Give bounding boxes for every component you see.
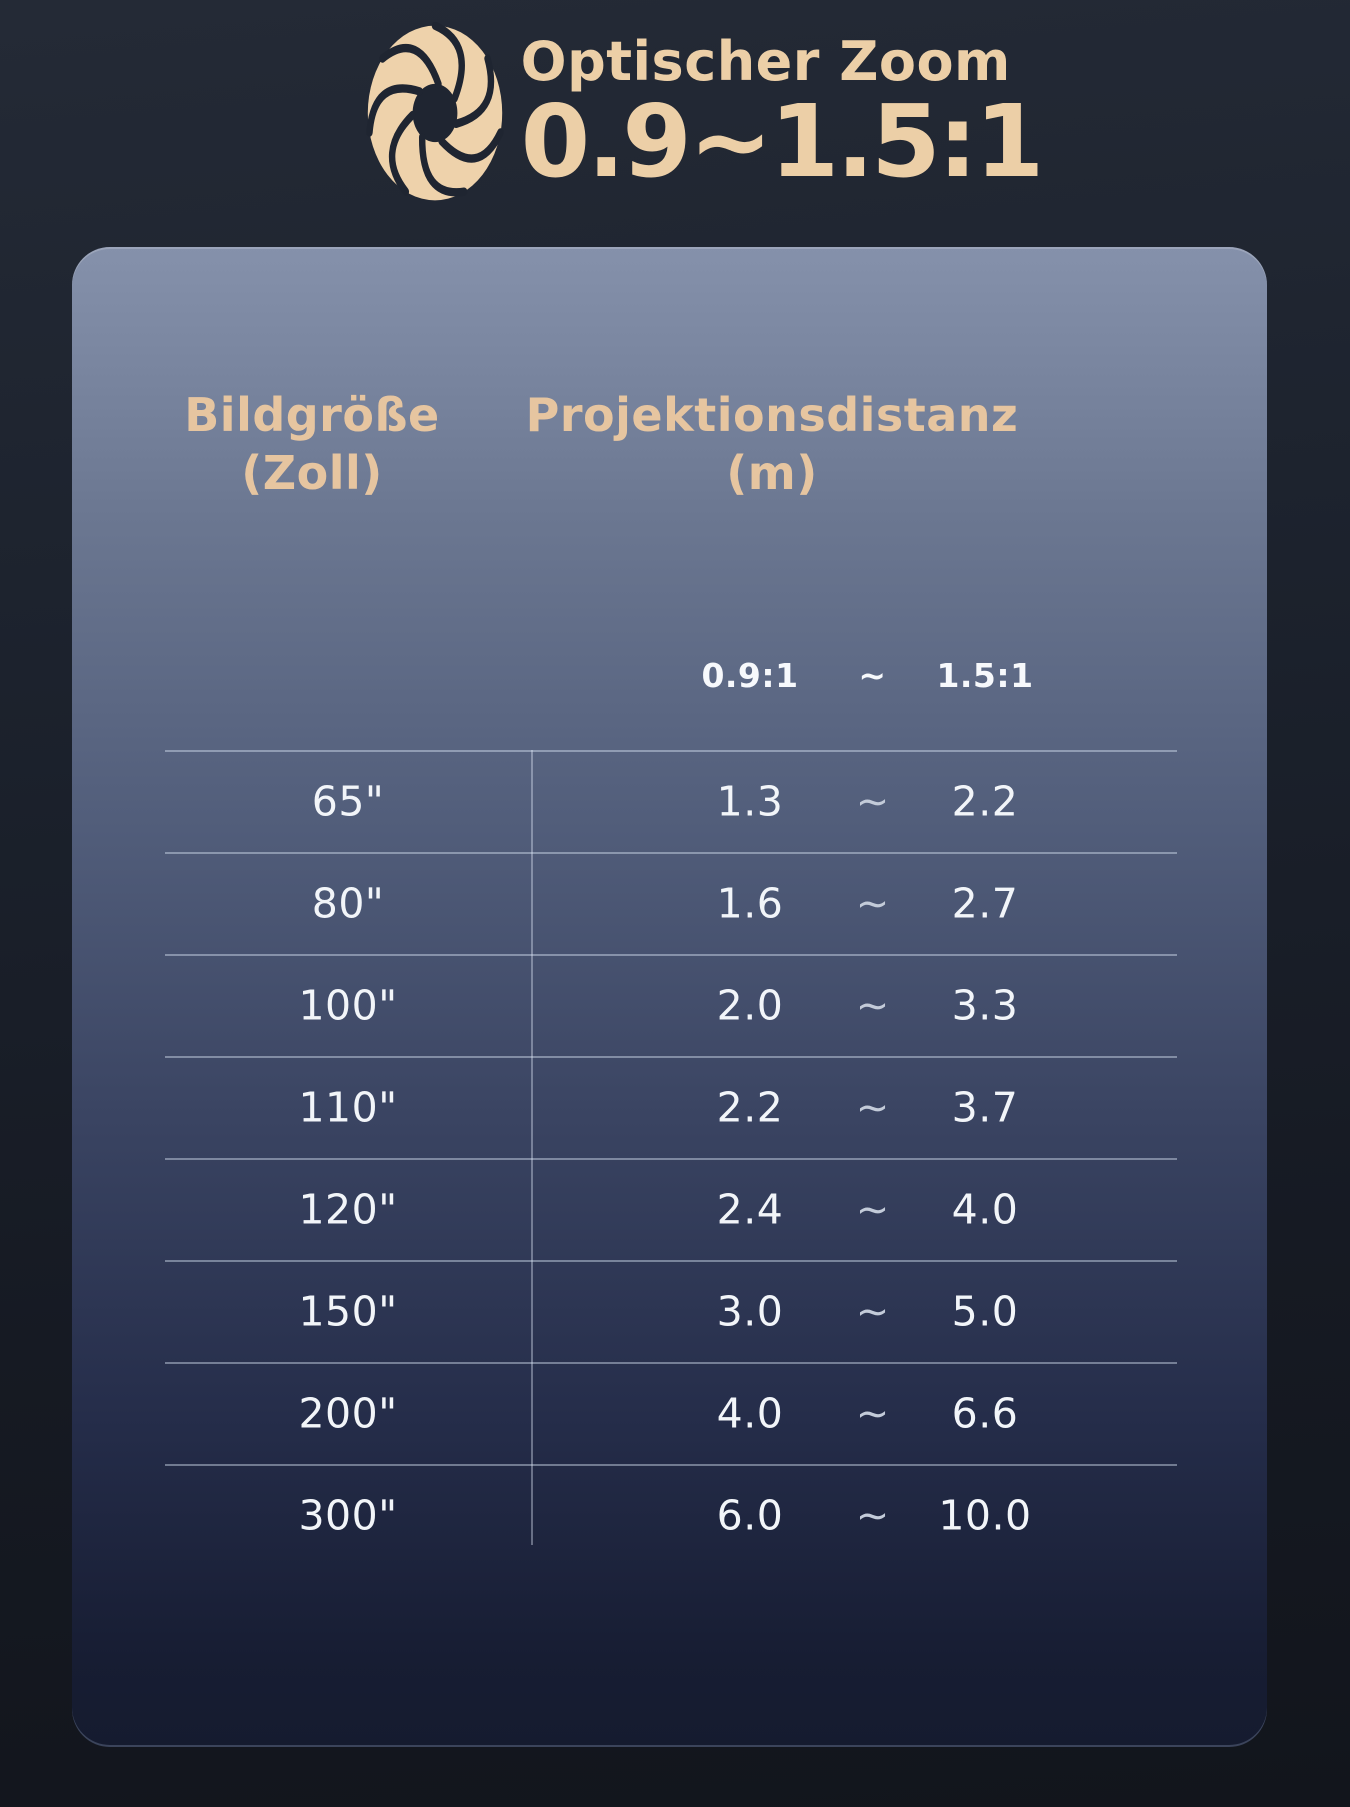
table-row: 120" 2.4 ∼ 4.0 (165, 1158, 1177, 1260)
ratio-tilde: ~ (858, 656, 887, 695)
row-max: 3.3 (951, 981, 1019, 1030)
header-ratio: 0.9~1.5:1 (520, 83, 1045, 201)
row-tilde: ∼ (855, 983, 890, 1029)
table-row: 65" 1.3 ∼ 2.2 (165, 750, 1177, 852)
distance-header-line1: Projektionsdistanz (525, 388, 1019, 442)
table-row: 150" 3.0 ∼ 5.0 (165, 1260, 1177, 1362)
row-size: 300" (298, 1491, 398, 1540)
row-min: 1.3 (716, 777, 784, 826)
row-min: 3.0 (716, 1287, 784, 1336)
header-text: Optischer Zoom 0.9~1.5:1 (520, 29, 1045, 201)
row-size: 65" (311, 777, 385, 826)
projection-table-card: Bildgröße (Zoll) Projektionsdistanz (m) … (72, 247, 1267, 1747)
row-size: 200" (298, 1389, 398, 1438)
row-max: 2.7 (951, 879, 1019, 928)
ratio-min-label: 0.9:1 (701, 656, 799, 695)
row-max: 2.2 (951, 777, 1019, 826)
row-min: 4.0 (716, 1389, 784, 1438)
table-rows: 65" 1.3 ∼ 2.2 80" 1.6 ∼ 2.7 100" 2.0 ∼ 3… (165, 750, 1177, 1566)
size-header-line2: (Zoll) (241, 445, 383, 500)
table-row: 110" 2.2 ∼ 3.7 (165, 1056, 1177, 1158)
row-size: 80" (311, 879, 385, 928)
row-max: 4.0 (951, 1185, 1019, 1234)
distance-header-line2: (m) (726, 445, 818, 500)
table-row: 80" 1.6 ∼ 2.7 (165, 852, 1177, 954)
row-tilde: ∼ (855, 1391, 890, 1437)
row-max: 6.6 (951, 1389, 1019, 1438)
row-size: 100" (298, 981, 398, 1030)
header: Optischer Zoom 0.9~1.5:1 (28, 22, 1350, 204)
ratio-max-label: 1.5:1 (936, 656, 1034, 695)
table-row: 300" 6.0 ∼ 10.0 (165, 1464, 1177, 1566)
row-tilde: ∼ (855, 1493, 890, 1539)
column-header-size: Bildgröße (Zoll) (127, 387, 497, 502)
row-tilde: ∼ (855, 1085, 890, 1131)
row-max: 5.0 (951, 1287, 1019, 1336)
row-tilde: ∼ (855, 779, 890, 825)
row-min: 6.0 (716, 1491, 784, 1540)
row-min: 2.0 (716, 981, 784, 1030)
row-size: 150" (298, 1287, 398, 1336)
row-max: 3.7 (951, 1083, 1019, 1132)
row-tilde: ∼ (855, 881, 890, 927)
header-title: Optischer Zoom (520, 29, 1011, 93)
column-header-distance: Projektionsdistanz (m) (525, 387, 1019, 502)
aperture-icon (365, 22, 504, 201)
row-size: 110" (298, 1083, 398, 1132)
row-min: 2.4 (716, 1185, 784, 1234)
row-max: 10.0 (938, 1491, 1032, 1540)
table-row: 100" 2.0 ∼ 3.3 (165, 954, 1177, 1056)
ratio-subheader: 0.9:1 ~ 1.5:1 (165, 655, 1177, 699)
row-min: 2.2 (716, 1083, 784, 1132)
column-divider-line (531, 750, 533, 1545)
row-size: 120" (298, 1185, 398, 1234)
table-row: 200" 4.0 ∼ 6.6 (165, 1362, 1177, 1464)
row-tilde: ∼ (855, 1289, 890, 1335)
row-tilde: ∼ (855, 1187, 890, 1233)
row-min: 1.6 (716, 879, 784, 928)
size-header-line1: Bildgröße (184, 388, 440, 442)
